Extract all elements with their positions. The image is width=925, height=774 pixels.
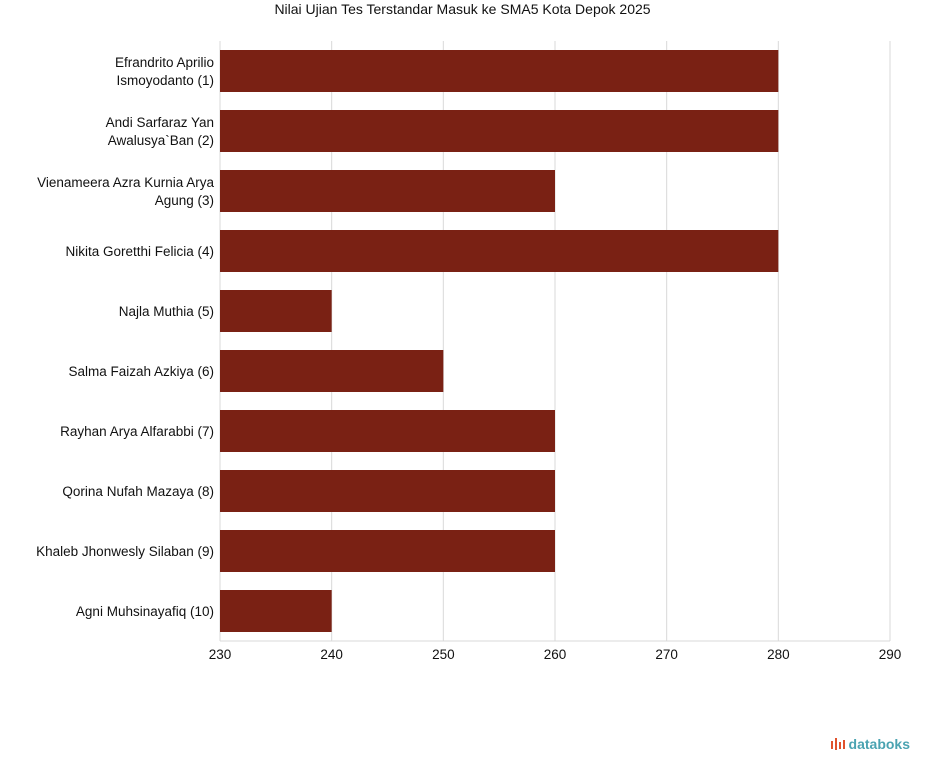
databoks-logo-text: databoks <box>848 736 910 752</box>
bar[interactable] <box>220 110 779 152</box>
bar[interactable] <box>220 290 332 332</box>
category-label: Agni Muhsinayafiq (10) <box>76 604 214 619</box>
category-label: Ismoyodanto (1) <box>116 73 214 88</box>
category-label: Agung (3) <box>155 193 214 208</box>
category-label: Salma Faizah Azkiya (6) <box>68 364 214 379</box>
bar[interactable] <box>220 50 779 92</box>
bar[interactable] <box>220 470 555 512</box>
category-label: Awalusya`Ban (2) <box>108 133 214 148</box>
category-label: Rayhan Arya Alfarabbi (7) <box>60 424 214 439</box>
bar[interactable] <box>220 590 332 632</box>
bar[interactable] <box>220 410 555 452</box>
category-label: Khaleb Jhonwesly Silaban (9) <box>36 544 214 559</box>
category-label: Nikita Goretthi Felicia (4) <box>65 244 214 259</box>
bar[interactable] <box>220 350 444 392</box>
category-label: Najla Muthia (5) <box>119 304 214 319</box>
bar[interactable] <box>220 170 555 212</box>
chart-title: Nilai Ujian Tes Terstandar Masuk ke SMA5… <box>274 1 651 17</box>
category-label: Efrandrito Aprilio <box>115 55 214 70</box>
x-tick-label: 250 <box>432 647 455 662</box>
category-label: Qorina Nufah Mazaya (8) <box>62 484 214 499</box>
databoks-logo: databoks <box>830 736 910 752</box>
category-label: Andi Sarfaraz Yan <box>106 115 214 130</box>
label-layer: Efrandrito Aprilio Ismoyodanto (1) Andi Sa… <box>36 55 214 619</box>
bar[interactable] <box>220 230 779 272</box>
x-tick-label: 270 <box>655 647 678 662</box>
x-tick-label: 240 <box>320 647 343 662</box>
bar-layer <box>220 50 779 632</box>
category-label: Vienameera Azra Kurnia Arya <box>37 175 214 190</box>
databoks-logo-icon <box>830 738 845 750</box>
axis-layer: 230 240 250 260 270 280 290 <box>209 640 902 662</box>
x-tick-label: 280 <box>767 647 790 662</box>
x-tick-label: 290 <box>879 647 902 662</box>
x-tick-label: 260 <box>544 647 567 662</box>
x-tick-label: 230 <box>209 647 232 662</box>
bar[interactable] <box>220 530 555 572</box>
